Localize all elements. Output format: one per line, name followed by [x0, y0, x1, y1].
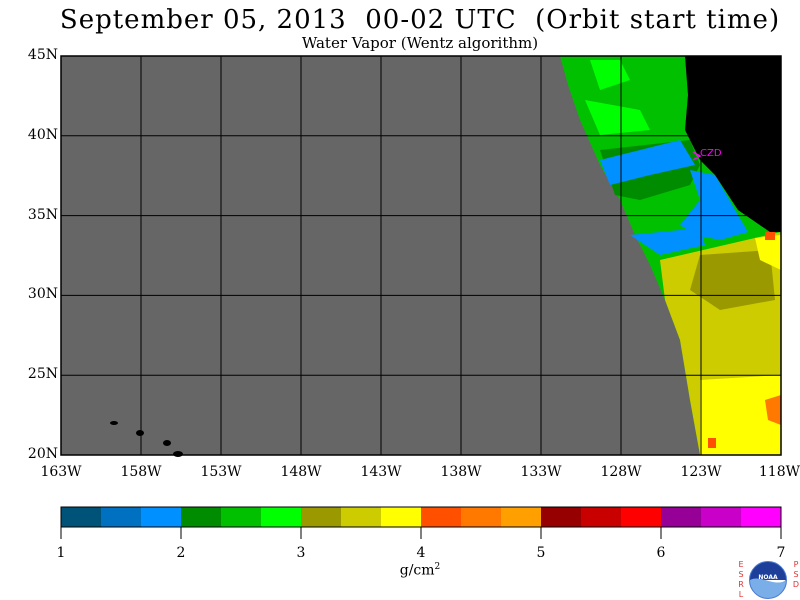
- colorbar-swatch: [341, 507, 382, 527]
- lon-label: 138W: [440, 464, 482, 480]
- colorbar-swatch: [61, 507, 102, 527]
- lat-label: 35N: [27, 206, 58, 223]
- colorbar: [60, 506, 782, 539]
- colorbar-tick-label: 1: [56, 545, 66, 561]
- colorbar-swatch: [741, 507, 782, 527]
- lon-label: 123W: [680, 464, 722, 480]
- colorbar-swatch: [101, 507, 142, 527]
- lat-label: 20N: [27, 446, 58, 462]
- colorbar-swatch: [581, 507, 622, 527]
- lat-label: 30N: [27, 286, 58, 303]
- california-land: [685, 56, 781, 232]
- lon-label: 148W: [280, 464, 322, 480]
- lon-label: 133W: [520, 464, 562, 480]
- colorbar-swatch: [621, 507, 662, 527]
- lat-lon-grid: [60, 55, 782, 456]
- colorbar-swatch: [221, 507, 262, 527]
- svg-text:NOAA: NOAA: [758, 574, 778, 581]
- map-frame: [60, 55, 782, 456]
- esrl-letters: ESRL: [738, 560, 744, 599]
- colorbar-swatch: [661, 507, 702, 527]
- colorbar-swatch: [701, 507, 742, 527]
- colorbar-tick-label: 5: [536, 545, 546, 561]
- colorbar-tick-label: 4: [416, 545, 426, 561]
- colorbar-unit: g/cm2: [399, 562, 441, 579]
- lon-label: 128W: [600, 464, 642, 480]
- colorbar-swatch: [181, 507, 222, 527]
- colorbar-swatch: [261, 507, 302, 527]
- colorbar-swatch: [141, 507, 182, 527]
- map-title: September 05, 2013 00-02 UTC (Orbit star…: [59, 5, 781, 35]
- lon-label: 158W: [120, 464, 162, 480]
- colorbar-tick-label: 3: [296, 545, 306, 561]
- colorbar-swatch: [381, 507, 422, 527]
- colorbar-swatch: [541, 507, 582, 527]
- station-marker-czd: CZD: [692, 148, 722, 161]
- colorbar-tick-label: 7: [776, 545, 786, 561]
- colorbar-swatch: [421, 507, 462, 527]
- lon-label: 153W: [200, 464, 242, 480]
- psd-letters: PSD: [792, 560, 800, 589]
- colorbar-swatch: [501, 507, 542, 527]
- map-subtitle: Water Vapor (Wentz algorithm): [301, 34, 539, 52]
- lat-label: 40N: [27, 126, 58, 143]
- lat-label: 25N: [27, 366, 58, 383]
- colorbar-swatch: [301, 507, 342, 527]
- lon-label: 118W: [758, 464, 800, 480]
- noaa-logo: NOAA: [749, 561, 787, 599]
- colorbar-tick-label: 2: [176, 545, 186, 561]
- lon-label: 163W: [40, 464, 82, 480]
- lon-label: 143W: [360, 464, 402, 480]
- satellite-swath: [560, 56, 781, 455]
- lat-label: 45N: [27, 47, 58, 63]
- colorbar-swatch: [461, 507, 502, 527]
- colorbar-tick-label: 6: [656, 545, 666, 561]
- svg-text:CZD: CZD: [700, 148, 722, 159]
